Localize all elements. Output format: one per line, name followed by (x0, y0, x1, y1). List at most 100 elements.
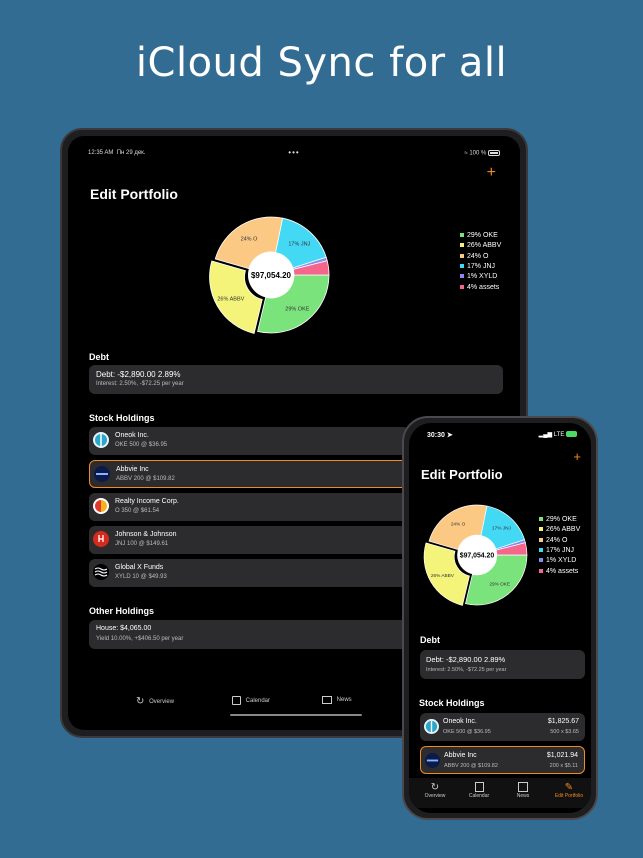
pie-center (457, 535, 497, 575)
status-time: 30:30 ➤ (427, 432, 453, 439)
holding-row-jnj[interactable]: Johnson & Johnson JNJ 100 @ $149.61 (89, 526, 409, 554)
legend-swatch (539, 548, 543, 553)
debt-card[interactable]: Debt: -$2,890.00 2.89% Interest: 2.50%, … (420, 650, 585, 679)
legend-swatch (539, 517, 543, 522)
holding-row-abbv[interactable]: Abbvie Inc ABBV 200 @ $109.82 (89, 460, 409, 488)
debt-interest: Interest: 2.50%, -$72.25 per year (426, 667, 507, 673)
legend-swatch (460, 284, 464, 289)
portfolio-total: $97,054.20 (460, 553, 495, 560)
legend-item-o: 24% O (460, 253, 488, 260)
legend-label: 26% ABBV (546, 526, 581, 534)
legend-item-assets: 4% assets (460, 284, 499, 291)
pie-slice-label: 29% OKE (489, 581, 510, 587)
status-right: ▂▄▆ LTE (539, 431, 577, 438)
holding-detail: XYLD 10 @ $49.93 (115, 574, 167, 580)
oneok-logo-icon (424, 719, 439, 734)
legend-label: 29% OKE (546, 516, 577, 523)
wifi-icon: ≈ (464, 150, 468, 157)
debt-card[interactable]: Debt: -$2,890.00 2.89% Interest: 2.50%, … (89, 365, 503, 394)
add-holding-button[interactable]: + (573, 449, 581, 464)
portfolio-pie-chart[interactable]: 29% OKE 26% ABBV 24% O 17% JNJ $97,054.20 (421, 499, 533, 611)
legend-item-o: 24% O (539, 537, 567, 544)
legend-label: 1% XYLD (546, 557, 577, 565)
legend-item-xyld: 1% XYLD (539, 557, 576, 564)
calendar-icon (232, 696, 241, 705)
tab-edit-portfolio[interactable]: ✎ Edit Portfolio (547, 782, 591, 799)
holding-detail: JNJ 100 @ $149.61 (115, 541, 169, 547)
multitask-dots[interactable]: ••• (288, 148, 300, 157)
legend-swatch (539, 537, 543, 542)
legend-item-assets: 4% assets (539, 568, 578, 575)
pie-slice-label: 26% ABBV (431, 573, 455, 579)
edit-pencil-icon: ✎ (564, 782, 574, 793)
pie-slice-label: 26% ABBV (217, 296, 244, 302)
holding-row-abbv[interactable]: Abbvie Inc ABBV 200 @ $109.82 $1,021.94 … (420, 746, 585, 774)
holding-row-o[interactable]: Realty Income Corp. O 350 @ $61.54 (89, 493, 409, 521)
headline: iCloud Sync for all (135, 40, 508, 86)
realty-income-logo-icon (93, 498, 109, 514)
house-card[interactable]: House: $4,065.00 Yield 10.00%, +$406.50 … (89, 620, 409, 649)
signal-icon: ▂▄▆ (538, 432, 553, 438)
holding-name: Realty Income Corp. (115, 498, 179, 505)
page-title: Edit Portfolio (90, 186, 178, 202)
abbvie-logo-icon (94, 466, 110, 482)
legend-label: 17% JNJ (546, 546, 575, 554)
house-yield: Yield 10.00%, +$406.50 per year (96, 636, 184, 642)
holding-name: Global X Funds (115, 564, 164, 571)
portfolio-pie-chart[interactable]: 29% OKE 26% ABBV 24% O 17% JNJ $97,054.20 (206, 210, 336, 340)
legend-label: 4% assets (467, 283, 500, 291)
pie-slice-abbv[interactable] (209, 260, 263, 334)
legend-item-oke: 29% OKE (539, 516, 577, 523)
holding-row-oke[interactable]: Oneok Inc. OKE 500 @ $36.95 (89, 427, 409, 455)
pie-slice-label: 17% JNJ (288, 241, 310, 247)
holding-name: Abbvie Inc (444, 752, 477, 759)
battery-charging-icon (566, 431, 577, 438)
holding-name: Johnson & Johnson (115, 531, 177, 538)
legend-label: 1% XYLD (467, 273, 498, 281)
portfolio-total: $97,054.20 (251, 271, 292, 280)
holding-detail: OKE 500 @ $36.95 (443, 729, 491, 735)
holding-value: $1,021.94 (546, 752, 578, 759)
tab-overview[interactable]: ↻ Overview (415, 782, 455, 799)
holding-name: Oneok Inc. (443, 718, 477, 725)
home-indicator[interactable] (230, 714, 362, 716)
holding-name: Abbvie Inc (116, 466, 149, 473)
legend-swatch (460, 253, 464, 258)
battery-icon (488, 150, 500, 156)
legend-swatch (460, 243, 464, 248)
legend-swatch (539, 527, 543, 532)
overview-icon: ↻ (136, 696, 145, 707)
news-icon (518, 782, 528, 792)
pie-slice-abbv[interactable] (423, 542, 470, 606)
holding-row-xyld[interactable]: Global X Funds XYLD 10 @ $49.93 (89, 559, 409, 587)
pie-center (248, 252, 294, 298)
status-right: ≈ 100 % (464, 150, 500, 157)
debt-section-header: Debt (420, 635, 440, 645)
holding-row-oke[interactable]: Oneok Inc. OKE 500 @ $36.95 $1,825.67 50… (420, 713, 585, 741)
add-holding-button[interactable]: + (486, 164, 496, 181)
pie-slice-label: 29% OKE (285, 306, 309, 312)
iphone-device: 30:30 ➤ ▂▄▆ LTE + Edit Portfolio 29% OKE… (402, 416, 598, 820)
page-title: Edit Portfolio (421, 467, 503, 482)
legend-swatch (539, 568, 543, 573)
ipad-screen: 12:35 AM Пн 29 дек. ••• ≈ 100 % + Edit P… (68, 136, 520, 730)
holding-detail: OKE 500 @ $36.95 (115, 442, 168, 448)
tab-news[interactable]: News (503, 782, 543, 799)
network-type: LTE (553, 432, 565, 438)
legend-swatch (460, 233, 464, 238)
iphone-status-bar: 30:30 ➤ ▂▄▆ LTE (409, 431, 591, 443)
other-holdings-header: Other Holdings (89, 606, 154, 616)
tab-calendar[interactable]: Calendar (232, 696, 270, 705)
tab-news[interactable]: News (322, 696, 352, 704)
overview-icon: ↻ (430, 782, 440, 793)
legend-item-abbv: 26% ABBV (460, 242, 501, 249)
stock-holdings-header: Stock Holdings (419, 698, 485, 708)
debt-interest: Interest: 2.50%, -$72.25 per year (96, 381, 184, 387)
legend-item-jnj: 17% JNJ (460, 263, 495, 270)
battery-percent: 100 % (469, 150, 487, 157)
house-value: House: $4,065.00 (96, 625, 152, 632)
debt-amount: Debt: -$2,890.00 2.89% (426, 655, 506, 664)
legend-swatch (460, 274, 464, 279)
tab-calendar[interactable]: Calendar (459, 782, 499, 799)
tab-overview[interactable]: ↻ Overview (136, 696, 175, 707)
